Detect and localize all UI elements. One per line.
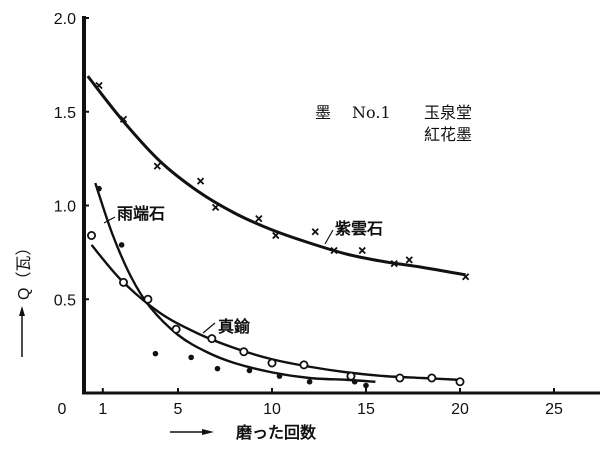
data-markers (87, 81, 470, 389)
dot-marker-icon (306, 378, 313, 385)
cross-marker-icon (330, 246, 338, 255)
y-axis-title: Q（瓦） (15, 240, 33, 300)
y-tick-label: 2.0 (54, 11, 76, 28)
cross-marker-icon (196, 177, 205, 185)
y-tick-label: 0.5 (54, 292, 76, 309)
fit-curve-0 (86, 75, 466, 277)
dot-marker-icon (276, 373, 283, 379)
x-arrow-head-icon (202, 429, 214, 435)
x-tick-label: 20 (451, 401, 469, 418)
leader-line-uhatan (103, 216, 116, 224)
fit-curves (86, 75, 466, 383)
y-axis-label: Q（瓦） (15, 240, 33, 300)
axes: 0.51.01.52.00 1 5 10 15 20 25 (54, 11, 600, 418)
circle-marker-icon (299, 360, 309, 370)
leader-line-brass (202, 322, 216, 334)
dot-marker-icon (246, 367, 253, 374)
x-tick-label: 15 (357, 401, 375, 418)
annotation-ink: 墨 (315, 103, 331, 122)
dot-marker-icon (96, 185, 102, 192)
circle-marker-icon (346, 371, 356, 381)
annotation-product: 紅花墨 (424, 125, 472, 144)
cross-marker-icon (311, 228, 319, 236)
y-arrow-head-icon (19, 306, 25, 316)
y-tick-label: 1.0 (54, 199, 76, 216)
circle-marker-icon (455, 377, 465, 387)
cross-marker-icon (255, 214, 263, 223)
circle-marker-icon (87, 230, 97, 240)
circle-marker-icon (427, 373, 437, 383)
dot-marker-icon (152, 350, 159, 357)
circle-marker-icon (395, 373, 405, 383)
series-label-brass: 真鍮 (218, 317, 251, 336)
dot-marker-icon (363, 382, 369, 389)
cross-marker-icon (462, 273, 470, 281)
x-tick-label: 10 (263, 401, 281, 418)
dot-marker-icon (118, 242, 125, 248)
cross-marker-icon (211, 203, 220, 212)
x-tick-label: 5 (174, 401, 183, 418)
annotation-number: No.1 (352, 103, 391, 122)
fit-curve-2 (94, 182, 376, 383)
circle-marker-icon (118, 277, 128, 287)
cross-marker-icon (272, 231, 280, 240)
x-axis-label: 磨った回数 (236, 423, 317, 442)
circle-marker-icon (207, 334, 217, 344)
x-tick-label: 25 (545, 401, 563, 418)
x-tick-label: 0 (58, 401, 67, 418)
series-label-uhatan: 雨端石 (117, 204, 165, 223)
circle-marker-icon (171, 324, 181, 334)
cross-marker-icon (390, 259, 398, 268)
cross-marker-icon (405, 256, 413, 264)
dot-marker-icon (214, 365, 221, 372)
circle-marker-icon (143, 294, 153, 304)
annotation-maker: 玉泉堂 (424, 103, 472, 122)
cross-marker-icon (119, 115, 128, 123)
series-label-shiun: 紫雲石 (335, 219, 383, 238)
leader-line-shiun (324, 229, 334, 245)
x-tick-label: 1 (98, 401, 107, 418)
cross-marker-icon (153, 162, 161, 170)
cross-marker-icon (95, 81, 103, 90)
cross-marker-icon (358, 246, 366, 255)
dot-marker-icon (351, 378, 358, 385)
circle-marker-icon (239, 347, 249, 357)
dot-marker-icon (188, 354, 194, 361)
circle-marker-icon (267, 358, 277, 368)
y-tick-label: 1.5 (54, 105, 76, 122)
